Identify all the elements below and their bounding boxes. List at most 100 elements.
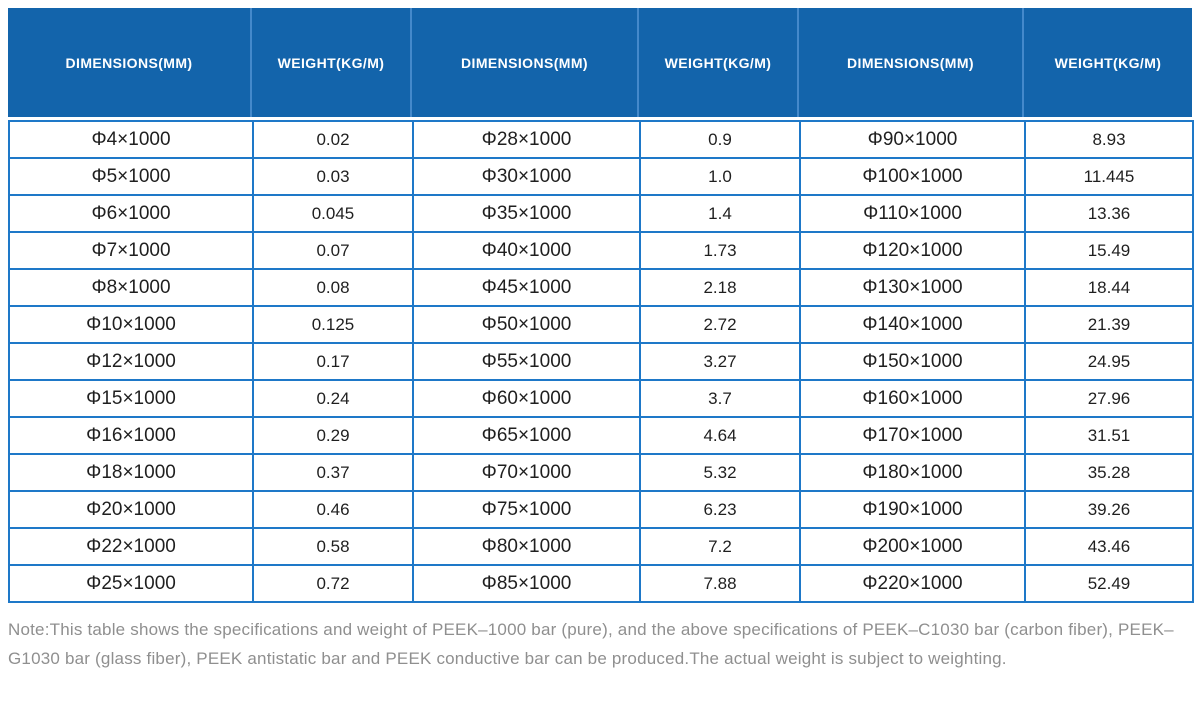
dimension-cell: Φ50×1000 <box>412 305 641 344</box>
dimension-cell: Φ70×1000 <box>412 453 641 492</box>
table-row: Φ8×1000 0.08 Φ45×1000 2.18 Φ130×1000 18.44 <box>8 268 1194 307</box>
weight-cell: 0.125 <box>252 305 414 344</box>
dimension-cell: Φ120×1000 <box>799 231 1026 270</box>
dimension-cell: Φ35×1000 <box>412 194 641 233</box>
weight-cell: 15.49 <box>1024 231 1194 270</box>
table-row: Φ10×1000 0.125 Φ50×1000 2.72 Φ140×1000 21.39 <box>8 305 1194 344</box>
weight-cell: 5.32 <box>639 453 801 492</box>
weight-cell: 0.03 <box>252 157 414 196</box>
dimension-cell: Φ8×1000 <box>8 268 254 307</box>
table-row: Φ25×1000 0.72 Φ85×1000 7.88 Φ220×1000 52.49 <box>8 564 1194 603</box>
dimension-cell: Φ130×1000 <box>799 268 1026 307</box>
weight-cell: 0.08 <box>252 268 414 307</box>
spec-table: Φ4×1000 0.02 Φ28×1000 0.9 Φ90×1000 8.93 Φ5×100… <box>8 120 1194 603</box>
weight-cell: 8.93 <box>1024 120 1194 159</box>
weight-cell: 11.445 <box>1024 157 1194 196</box>
weight-cell: 2.18 <box>639 268 801 307</box>
column-header-weight-1: WEIGHT(KG/M) <box>252 8 412 117</box>
weight-cell: 0.02 <box>252 120 414 159</box>
weight-cell: 1.73 <box>639 231 801 270</box>
dimension-cell: Φ40×1000 <box>412 231 641 270</box>
weight-cell: 27.96 <box>1024 379 1194 418</box>
dimension-cell: Φ110×1000 <box>799 194 1026 233</box>
dimension-cell: Φ10×1000 <box>8 305 254 344</box>
dimension-cell: Φ140×1000 <box>799 305 1026 344</box>
table-row: Φ4×1000 0.02 Φ28×1000 0.9 Φ90×1000 8.93 <box>8 120 1194 159</box>
table-note: Note:This table shows the specifications… <box>8 620 1174 669</box>
dimension-cell: Φ200×1000 <box>799 527 1026 566</box>
weight-cell: 0.37 <box>252 453 414 492</box>
dimension-cell: Φ170×1000 <box>799 416 1026 455</box>
weight-cell: 39.26 <box>1024 490 1194 529</box>
weight-cell: 7.88 <box>639 564 801 603</box>
dimension-cell: Φ190×1000 <box>799 490 1026 529</box>
dimension-cell: Φ22×1000 <box>8 527 254 566</box>
column-header-dimensions-3: DIMENSIONS(MM) <box>799 8 1024 117</box>
weight-cell: 0.46 <box>252 490 414 529</box>
weight-cell: 2.72 <box>639 305 801 344</box>
column-header-dimensions-2: DIMENSIONS(MM) <box>412 8 639 117</box>
dimension-cell: Φ220×1000 <box>799 564 1026 603</box>
dimension-cell: Φ18×1000 <box>8 453 254 492</box>
dimension-cell: Φ25×1000 <box>8 564 254 603</box>
dimension-cell: Φ85×1000 <box>412 564 641 603</box>
dimension-cell: Φ15×1000 <box>8 379 254 418</box>
weight-cell: 0.72 <box>252 564 414 603</box>
dimension-cell: Φ65×1000 <box>412 416 641 455</box>
table-row: Φ16×1000 0.29 Φ65×1000 4.64 Φ170×1000 31.51 <box>8 416 1194 455</box>
dimension-cell: Φ12×1000 <box>8 342 254 381</box>
table-header-row: DIMENSIONS(MM) WEIGHT(KG/M) DIMENSIONS(M… <box>8 8 1192 117</box>
weight-cell: 0.29 <box>252 416 414 455</box>
weight-cell: 31.51 <box>1024 416 1194 455</box>
column-header-weight-2: WEIGHT(KG/M) <box>639 8 799 117</box>
column-header-dimensions-1: DIMENSIONS(MM) <box>8 8 252 117</box>
table-row: Φ5×1000 0.03 Φ30×1000 1.0 Φ100×1000 11.445 <box>8 157 1194 196</box>
weight-cell: 18.44 <box>1024 268 1194 307</box>
dimension-cell: Φ150×1000 <box>799 342 1026 381</box>
dimension-cell: Φ5×1000 <box>8 157 254 196</box>
weight-cell: 13.36 <box>1024 194 1194 233</box>
dimension-cell: Φ60×1000 <box>412 379 641 418</box>
table-row: Φ12×1000 0.17 Φ55×1000 3.27 Φ150×1000 24.95 <box>8 342 1194 381</box>
weight-cell: 0.07 <box>252 231 414 270</box>
dimension-cell: Φ16×1000 <box>8 416 254 455</box>
dimension-cell: Φ80×1000 <box>412 527 641 566</box>
weight-cell: 6.23 <box>639 490 801 529</box>
table-row: Φ6×1000 0.045 Φ35×1000 1.4 Φ110×1000 13.36 <box>8 194 1194 233</box>
weight-cell: 0.24 <box>252 379 414 418</box>
weight-cell: 43.46 <box>1024 527 1194 566</box>
weight-cell: 52.49 <box>1024 564 1194 603</box>
dimension-cell: Φ75×1000 <box>412 490 641 529</box>
table-row: Φ15×1000 0.24 Φ60×1000 3.7 Φ160×1000 27.96 <box>8 379 1194 418</box>
weight-cell: 0.045 <box>252 194 414 233</box>
column-header-weight-3: WEIGHT(KG/M) <box>1054 54 1162 71</box>
dimension-cell: Φ7×1000 <box>8 231 254 270</box>
table-row: Φ20×1000 0.46 Φ75×1000 6.23 Φ190×1000 39.26 <box>8 490 1194 529</box>
dimension-cell: Φ100×1000 <box>799 157 1026 196</box>
weight-cell: 0.58 <box>252 527 414 566</box>
dimension-cell: Φ180×1000 <box>799 453 1026 492</box>
dimension-cell: Φ30×1000 <box>412 157 641 196</box>
weight-cell: 3.7 <box>639 379 801 418</box>
weight-cell: 1.4 <box>639 194 801 233</box>
weight-cell: 0.9 <box>639 120 801 159</box>
dimension-cell: Φ20×1000 <box>8 490 254 529</box>
dimension-cell: Φ28×1000 <box>412 120 641 159</box>
dimension-cell: Φ6×1000 <box>8 194 254 233</box>
weight-cell: 7.2 <box>639 527 801 566</box>
dimension-cell: Φ90×1000 <box>799 120 1026 159</box>
table-row: Φ7×1000 0.07 Φ40×1000 1.73 Φ120×1000 15.49 <box>8 231 1194 270</box>
weight-cell: 35.28 <box>1024 453 1194 492</box>
weight-cell: 4.64 <box>639 416 801 455</box>
table-row: Φ18×1000 0.37 Φ70×1000 5.32 Φ180×1000 35.28 <box>8 453 1194 492</box>
weight-cell: 21.39 <box>1024 305 1194 344</box>
weight-cell: 3.27 <box>639 342 801 381</box>
table-row: Φ22×1000 0.58 Φ80×1000 7.2 Φ200×1000 43.46 <box>8 527 1194 566</box>
weight-cell: 1.0 <box>639 157 801 196</box>
dimension-cell: Φ55×1000 <box>412 342 641 381</box>
dimension-cell: Φ160×1000 <box>799 379 1026 418</box>
dimension-cell: Φ4×1000 <box>8 120 254 159</box>
dimension-cell: Φ45×1000 <box>412 268 641 307</box>
weight-cell: 24.95 <box>1024 342 1194 381</box>
